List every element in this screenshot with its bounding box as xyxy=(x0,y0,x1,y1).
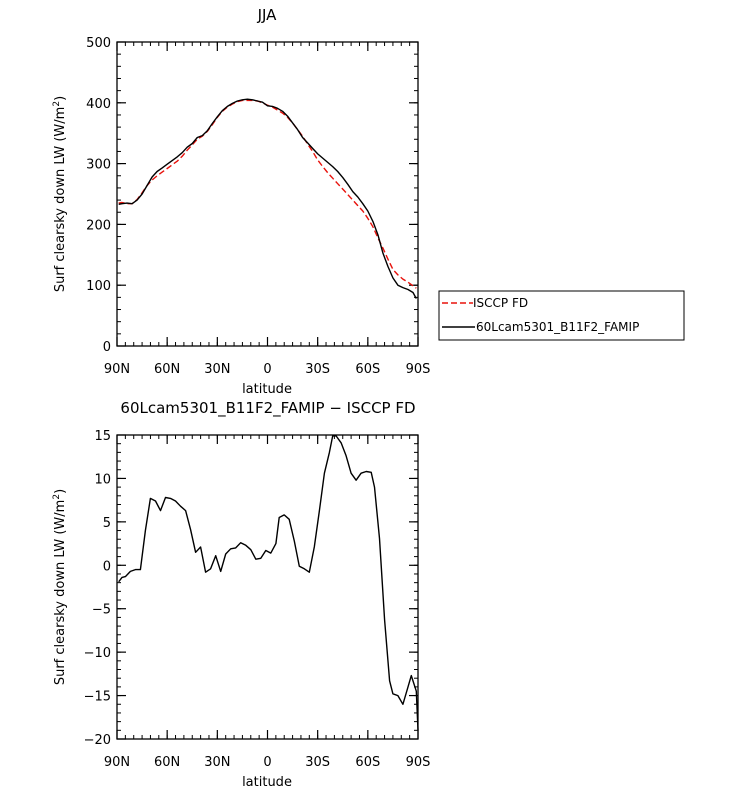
x-tick-label: 90N xyxy=(104,362,130,377)
y-tick-label: 200 xyxy=(86,218,111,233)
y-tick-label: 0 xyxy=(103,559,111,574)
x-tick-label: 0 xyxy=(263,755,271,770)
x-tick-label: 30N xyxy=(204,362,230,377)
x-tick-label: 90S xyxy=(406,755,431,770)
y-tick-label: 10 xyxy=(94,472,111,487)
y-axis-label-exponent: 2 xyxy=(52,494,62,500)
series-line-difference xyxy=(118,435,419,731)
legend-label-isccp: ISCCP FD xyxy=(473,296,528,310)
y-axis-label: Surf clearsky down LW (W/m2) xyxy=(52,489,68,685)
y-axis-label-close: ) xyxy=(53,489,68,494)
y-tick-label: −20 xyxy=(84,733,111,748)
x-tick-label: 30N xyxy=(204,755,230,770)
y-tick-label: 500 xyxy=(86,36,111,51)
y-tick-label: 400 xyxy=(86,97,111,112)
legend-label-model: 60Lcam5301_B11F2_FAMIP xyxy=(476,320,639,334)
y-tick-label: 100 xyxy=(86,279,111,294)
x-tick-label: 60N xyxy=(154,362,180,377)
x-tick-label: 0 xyxy=(263,362,271,377)
x-axis-label: latitude xyxy=(242,382,292,397)
series-line-isccp-fd xyxy=(118,99,417,289)
x-tick-label: 90S xyxy=(406,362,431,377)
y-tick-label: 300 xyxy=(86,158,111,173)
y-tick-label: −5 xyxy=(92,603,111,618)
y-axis-label-main: Surf clearsky down LW (W/m xyxy=(53,107,68,293)
y-tick-label: 0 xyxy=(103,340,111,355)
y-tick-label: −10 xyxy=(84,646,111,661)
legend: ISCCP FD 60Lcam5301_B11F2_FAMIP xyxy=(438,290,685,341)
x-tick-label: 60S xyxy=(355,755,380,770)
x-tick-label: 30S xyxy=(305,755,330,770)
x-tick-label: 30S xyxy=(305,362,330,377)
x-axis-label: latitude xyxy=(242,775,292,790)
bottom-chart: 60Lcam5301_B11F2_FAMIP − ISCCP FD 15 10 5 0… xyxy=(52,399,430,790)
y-axis-label: Surf clearsky down LW (W/m2) xyxy=(52,96,68,292)
chart-title: 60Lcam5301_B11F2_FAMIP − ISCCP FD xyxy=(120,399,415,418)
y-tick-label: −15 xyxy=(84,690,111,705)
chart-title: JJA xyxy=(257,6,278,24)
y-axis-label-exponent: 2 xyxy=(52,101,62,107)
x-tick-label: 60S xyxy=(355,362,380,377)
y-tick-label: 5 xyxy=(103,516,111,531)
y-tick-label: 15 xyxy=(94,429,111,444)
plot-frame xyxy=(116,41,419,347)
series-line-60lcam5301-b11f2-famip xyxy=(118,98,417,299)
x-tick-label: 60N xyxy=(154,755,180,770)
y-axis-label-main: Surf clearsky down LW (W/m xyxy=(53,500,68,686)
x-tick-label: 90N xyxy=(104,755,130,770)
y-axis-label-close: ) xyxy=(53,96,68,101)
legend-box xyxy=(438,290,685,341)
